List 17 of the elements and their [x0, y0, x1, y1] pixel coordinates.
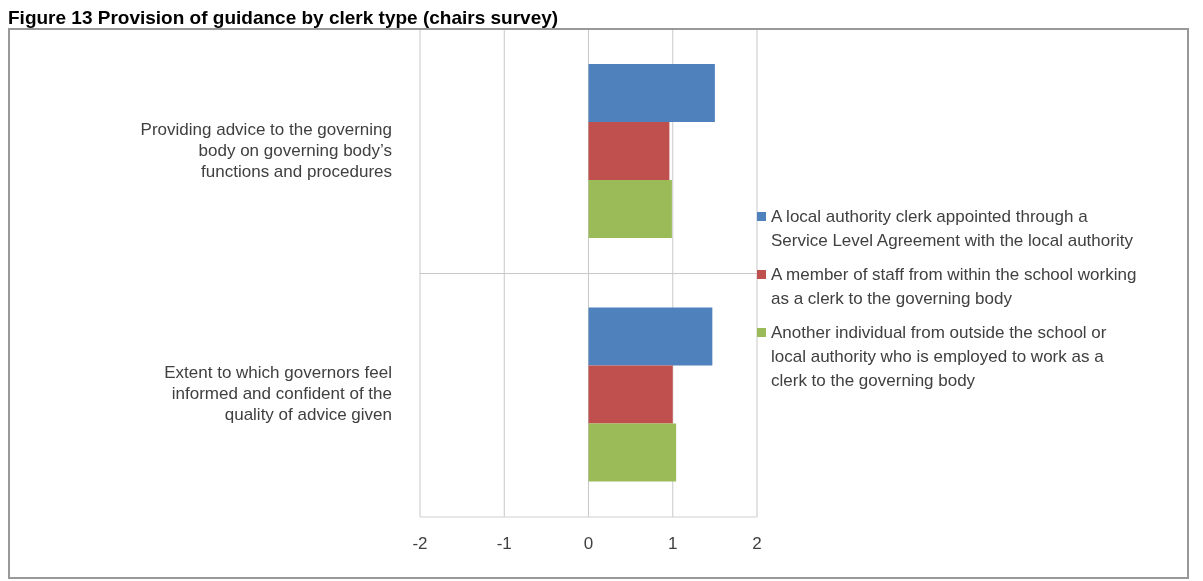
legend-label: Another individual from outside the school or local authority who is employed to work as a clerk to the governing body — [771, 321, 1108, 392]
bar — [588, 64, 715, 123]
bar — [588, 307, 713, 366]
x-tick-label: 2 — [752, 534, 762, 554]
x-tick-label: -1 — [496, 534, 512, 554]
x-tick-label: 0 — [583, 534, 594, 554]
bar — [588, 122, 670, 181]
bar — [588, 423, 677, 482]
bar — [588, 180, 672, 239]
x-tick-label: 1 — [668, 534, 678, 554]
y-tick-label: Extent to which governors feel informed and confident of the quality of advice given — [164, 363, 392, 425]
y-tick-label: Providing advice to the governing body on governing body’s functions and procedures — [140, 120, 392, 182]
legend-label: A local authority clerk appointed through a Service Level Agreement with the local authority — [771, 205, 1134, 252]
legend-label: A member of staff from within the school working as a clerk to the governing body — [771, 263, 1138, 310]
x-tick-label: -2 — [412, 534, 428, 554]
chart-title: Figure 13 Provision of guidance by clerk type (chairs survey) — [8, 7, 560, 28]
bar — [588, 365, 673, 424]
